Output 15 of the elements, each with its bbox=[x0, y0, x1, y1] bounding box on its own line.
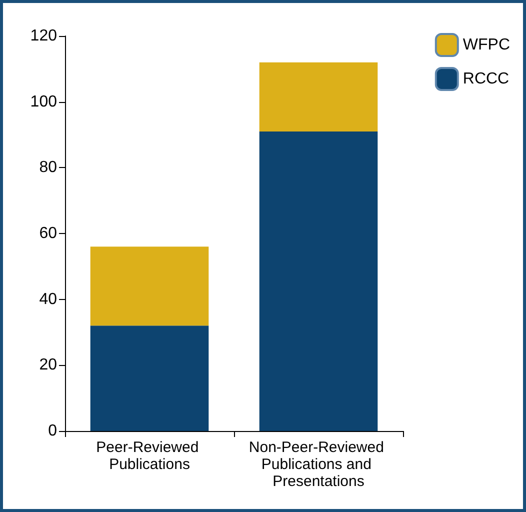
bar bbox=[259, 62, 378, 132]
bar bbox=[90, 326, 209, 431]
y-tick-label: 100 bbox=[30, 93, 58, 110]
legend-label: WFPC bbox=[462, 36, 510, 54]
bar bbox=[259, 131, 378, 431]
y-tick-label: 120 bbox=[30, 28, 58, 44]
x-tick-label: Peer-Reviewed Publications bbox=[96, 439, 203, 473]
y-tick-label: 60 bbox=[39, 225, 58, 242]
y-tick-label: 80 bbox=[39, 159, 58, 176]
bar bbox=[90, 246, 209, 326]
legend-label: RCCC bbox=[462, 70, 510, 88]
y-tick-label: 40 bbox=[39, 290, 58, 308]
x-tick-label: Non-Peer-Reviewed Publications and Presentations bbox=[248, 439, 388, 490]
y-tick-label: 20 bbox=[39, 356, 58, 374]
y-tick-label: 0 bbox=[48, 422, 58, 440]
